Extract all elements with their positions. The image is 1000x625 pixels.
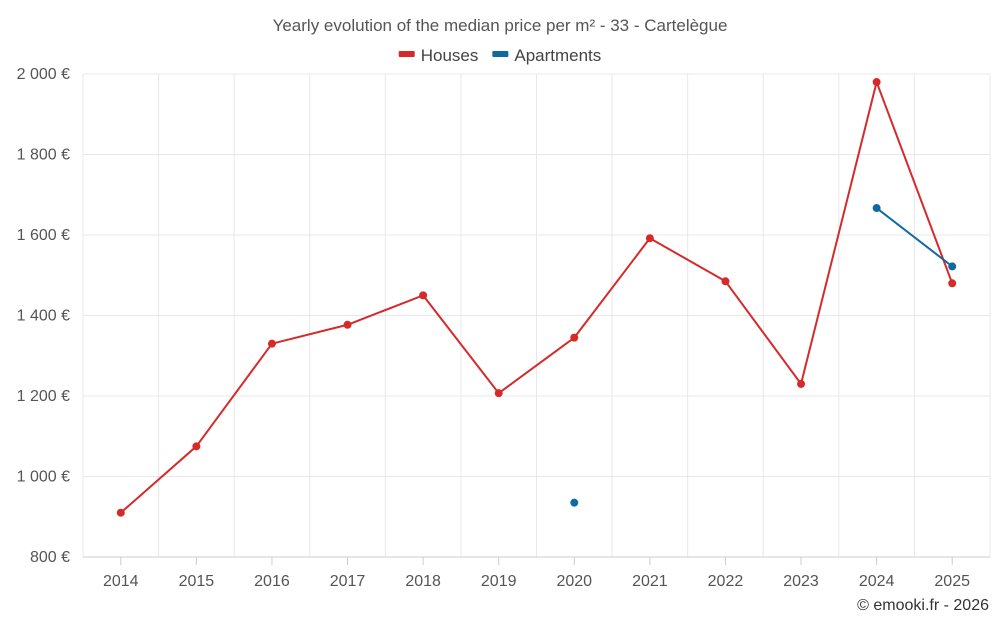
x-tick-label: 2020 bbox=[556, 573, 592, 590]
x-tick-label: 2015 bbox=[179, 573, 215, 590]
x-tick-label: 2018 bbox=[405, 573, 441, 590]
y-axis: 800 € 1 000 € 1 200 € 1 400 € 1 600 € 1 800 €… bbox=[17, 66, 70, 566]
series-line-houses bbox=[120, 81, 954, 514]
x-gridlines bbox=[82, 74, 991, 557]
series-group bbox=[116, 78, 957, 517]
chart-title: Yearly evolution of the median price per… bbox=[273, 16, 728, 35]
y-tick-label: 1 400 € bbox=[17, 308, 70, 325]
data-point-apartments[interactable] bbox=[872, 204, 881, 213]
x-tick-label: 2025 bbox=[934, 573, 970, 590]
y-tick-label: 800 € bbox=[30, 549, 70, 566]
data-point-houses[interactable] bbox=[116, 508, 125, 517]
data-point-houses[interactable] bbox=[419, 291, 428, 300]
y-tick-label: 1 000 € bbox=[17, 469, 70, 486]
data-point-houses[interactable] bbox=[494, 389, 503, 398]
x-tick-label: 2023 bbox=[783, 573, 819, 590]
legend-item-houses[interactable]: Houses bbox=[398, 46, 479, 65]
legend-swatch-houses bbox=[398, 51, 415, 57]
data-point-houses[interactable] bbox=[645, 234, 654, 243]
legend: Houses Apartments bbox=[398, 46, 601, 65]
data-point-houses[interactable] bbox=[192, 442, 201, 451]
data-point-houses[interactable] bbox=[267, 339, 276, 348]
legend-label: Houses bbox=[421, 46, 479, 65]
x-tick-label: 2016 bbox=[254, 573, 290, 590]
data-point-houses[interactable] bbox=[570, 333, 579, 342]
data-point-houses[interactable] bbox=[872, 78, 881, 87]
x-tick-label: 2021 bbox=[632, 573, 668, 590]
legend-swatch-apartments bbox=[492, 51, 509, 57]
y-tick-label: 1 600 € bbox=[17, 227, 70, 244]
legend-label: Apartments bbox=[514, 46, 601, 65]
x-tick-label: 2017 bbox=[330, 573, 366, 590]
x-tick-label: 2024 bbox=[859, 573, 895, 590]
series-line-apartments bbox=[876, 207, 953, 268]
y-tick-label: 1 200 € bbox=[17, 388, 70, 405]
data-point-houses[interactable] bbox=[948, 279, 957, 288]
data-point-apartments[interactable] bbox=[570, 498, 579, 507]
data-point-houses[interactable] bbox=[343, 320, 352, 329]
x-tick-label: 2022 bbox=[708, 573, 744, 590]
y-tick-label: 1 800 € bbox=[17, 147, 70, 164]
credit-text: © emooki.fr - 2026 bbox=[857, 597, 989, 614]
data-point-houses[interactable] bbox=[721, 277, 730, 286]
x-tick-label: 2014 bbox=[103, 573, 139, 590]
data-point-apartments[interactable] bbox=[948, 262, 957, 271]
legend-item-apartments[interactable]: Apartments bbox=[492, 46, 601, 65]
data-point-houses[interactable] bbox=[797, 379, 806, 388]
x-axis: 2014 2015 2016 2017 2018 2019 2020 2021 2022 2023… bbox=[83, 556, 990, 590]
y-tick-label: 2 000 € bbox=[17, 66, 70, 83]
x-tick-label: 2019 bbox=[481, 573, 517, 590]
